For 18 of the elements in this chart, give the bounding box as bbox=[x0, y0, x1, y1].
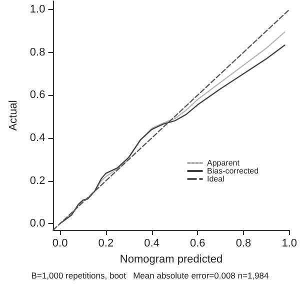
legend-label: Apparent bbox=[207, 158, 240, 168]
legend-label: Bias-corrected bbox=[207, 166, 259, 176]
y-tick-label: 0.2 bbox=[30, 174, 46, 187]
y-tick-label: 0.6 bbox=[30, 89, 46, 102]
x-tick-label: 0.6 bbox=[190, 238, 206, 250]
legend-label: Ideal bbox=[207, 174, 225, 184]
x-tick-label: 0.4 bbox=[144, 238, 160, 250]
x-tick-label: 1.0 bbox=[282, 238, 298, 250]
x-tick-label: 0.8 bbox=[236, 238, 252, 250]
text: B=1,000 repetitions, boot Mean absolute error=0.008 n=1,984 bbox=[31, 270, 269, 280]
y-tick-label: 0.0 bbox=[30, 218, 46, 230]
y-tick-label: 0.8 bbox=[30, 46, 46, 58]
x-axis-title: Nomogram predicted bbox=[120, 253, 223, 266]
x-tick-label: 0.0 bbox=[52, 238, 68, 250]
y-tick-label: 0.4 bbox=[30, 132, 46, 144]
y-tick-label: 1.0 bbox=[30, 4, 46, 16]
y-axis-title: Actual bbox=[8, 100, 20, 131]
x-tick-label: 0.2 bbox=[98, 238, 114, 250]
